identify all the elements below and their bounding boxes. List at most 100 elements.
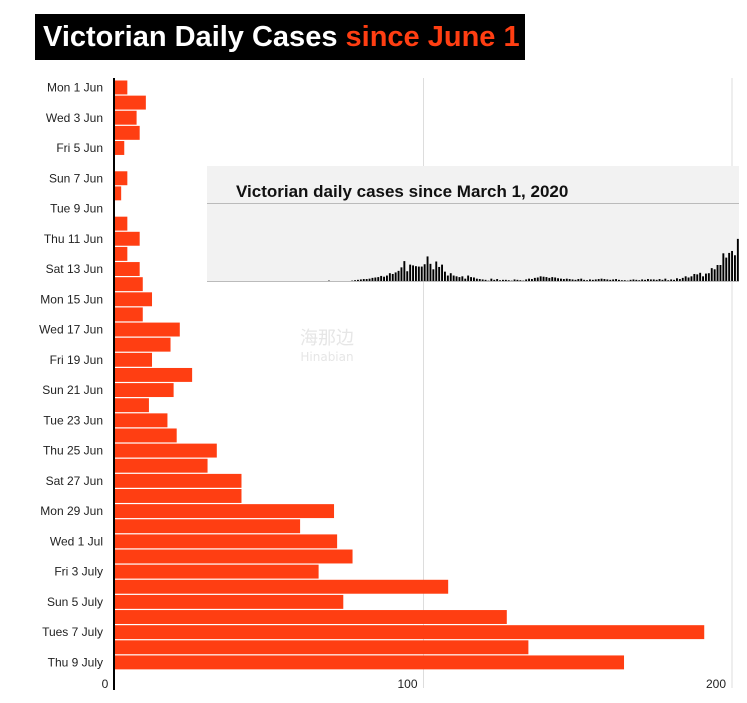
x-tick-label: 0 xyxy=(102,677,109,691)
bar-3 xyxy=(115,110,137,125)
inset-bar-35 xyxy=(368,278,371,281)
bar-2 xyxy=(115,95,146,110)
inset-bar-129 xyxy=(641,279,644,281)
bar-38 xyxy=(115,640,529,655)
bar-5 xyxy=(115,141,125,155)
bar-13 xyxy=(115,262,140,276)
inset-bar-50 xyxy=(412,265,414,281)
bar-17 xyxy=(115,322,180,337)
y-tick-label: Mon 29 Jun xyxy=(40,504,103,518)
inset-bar-74 xyxy=(481,279,484,281)
inset-bar-48 xyxy=(406,271,409,281)
bar-39 xyxy=(115,655,625,670)
inset-bar-72 xyxy=(475,278,478,281)
inset-bar-68 xyxy=(464,278,467,281)
inset-bar-54 xyxy=(423,264,426,281)
inset-bar-47 xyxy=(403,261,406,281)
inset-bar-43 xyxy=(391,273,394,281)
y-tick-label: Sun 7 Jun xyxy=(49,171,103,185)
inset-bar-37 xyxy=(374,277,377,281)
inset-bar-142 xyxy=(678,279,681,281)
inset-bar-75 xyxy=(484,279,487,281)
inset-bar-80 xyxy=(499,280,501,281)
inset-bar-155 xyxy=(716,265,719,281)
y-tick-label: Fri 5 Jun xyxy=(56,141,103,155)
inset-bar-153 xyxy=(710,268,713,281)
inset-bar-139 xyxy=(670,279,673,281)
inset-bar-91 xyxy=(531,279,533,281)
inset-bar-62 xyxy=(446,275,449,281)
y-tick-label: Sun 21 Jun xyxy=(42,383,103,397)
inset-bar-36 xyxy=(371,277,374,281)
inset-bar-126 xyxy=(632,279,635,281)
x-tick-label: 100 xyxy=(397,677,417,691)
watermark-cn: 海那边 xyxy=(300,328,354,349)
inset-bar-156 xyxy=(719,265,722,281)
inset-bar-146 xyxy=(690,276,693,281)
inset-bar-122 xyxy=(620,280,623,281)
inset-bar-159 xyxy=(728,252,731,281)
inset-bar-42 xyxy=(388,273,391,281)
inset-bar-60 xyxy=(441,264,443,281)
inset-bar-56 xyxy=(429,263,432,281)
bar-32 xyxy=(115,549,353,564)
inset-bar-162 xyxy=(736,238,739,281)
inset-chart-panel: Victorian daily cases since March 1, 202… xyxy=(207,166,739,282)
inset-bar-136 xyxy=(661,279,664,281)
inset-bar-132 xyxy=(649,279,652,281)
inset-bar-98 xyxy=(551,277,554,281)
bar-26 xyxy=(115,458,208,473)
inset-bar-57 xyxy=(432,269,435,281)
inset-bar-86 xyxy=(516,279,519,281)
bar-19 xyxy=(115,352,153,367)
y-tick-label: Mon 15 Jun xyxy=(40,292,103,306)
inset-bar-78 xyxy=(493,279,496,281)
inset-bar-46 xyxy=(400,267,403,281)
bar-10 xyxy=(115,216,128,231)
bar-11 xyxy=(115,231,140,246)
y-tick-label: Tue 9 Jun xyxy=(50,202,103,216)
inset-bar-128 xyxy=(638,280,641,281)
inset-bar-32 xyxy=(359,279,362,281)
inset-bar-90 xyxy=(528,278,530,281)
inset-chart-title: Victorian daily cases since March 1, 202… xyxy=(236,182,569,201)
inset-bar-61 xyxy=(444,271,446,281)
y-tick-label: Thu 9 July xyxy=(48,656,103,670)
bar-12 xyxy=(115,246,128,261)
y-tick-label: Tue 23 Jun xyxy=(43,413,103,427)
inset-bar-31 xyxy=(357,279,359,281)
inset-bar-140 xyxy=(673,279,675,281)
inset-bar-152 xyxy=(707,273,710,281)
y-tick-label: Sat 27 Jun xyxy=(46,474,103,488)
inset-bar-158 xyxy=(725,257,728,281)
inset-bar-115 xyxy=(600,278,603,281)
inset-bar-34 xyxy=(365,279,368,281)
inset-bar-89 xyxy=(525,279,528,281)
y-tick-label: Mon 1 Jun xyxy=(47,81,103,95)
inset-bar-70 xyxy=(470,277,472,281)
inset-bar-83 xyxy=(507,280,510,281)
inset-bar-38 xyxy=(377,277,380,281)
inset-bar-53 xyxy=(420,266,423,281)
bar-34 xyxy=(115,579,449,594)
inset-bar-118 xyxy=(609,279,612,281)
inset-bar-112 xyxy=(591,279,594,281)
inset-bar-110 xyxy=(586,280,588,281)
inset-bar-150 xyxy=(702,276,704,281)
bar-24 xyxy=(115,428,177,443)
inset-bar-95 xyxy=(542,276,545,281)
inset-bar-109 xyxy=(583,279,586,281)
inset-bar-100 xyxy=(557,278,559,281)
bar-14 xyxy=(115,277,143,292)
inset-bar-160 xyxy=(731,250,733,281)
inset-bar-44 xyxy=(394,272,397,281)
inset-bar-107 xyxy=(577,279,580,281)
inset-bar-151 xyxy=(705,273,707,281)
inset-bar-45 xyxy=(397,270,400,281)
inset-bar-52 xyxy=(417,266,420,281)
inset-bar-125 xyxy=(629,279,632,281)
inset-bar-66 xyxy=(458,277,461,281)
bar-1 xyxy=(115,80,128,95)
bar-18 xyxy=(115,337,171,352)
inset-bar-138 xyxy=(667,280,670,281)
